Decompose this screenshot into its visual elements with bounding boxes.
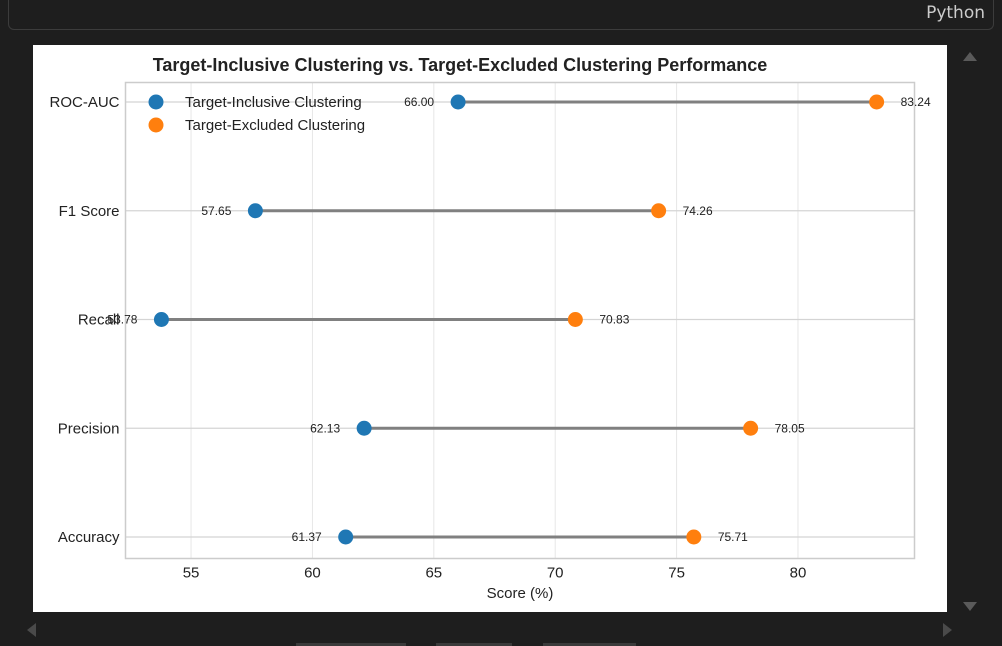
x-tick-labels: 55 60 65 70 75 80	[183, 565, 807, 582]
axes-frame	[124, 81, 916, 560]
value-label-inclusive: 61.37	[292, 530, 322, 544]
y-tick-label: F1 Score	[59, 203, 120, 220]
point-excluded	[743, 420, 759, 436]
plot-output-panel: Target-Inclusive Clustering vs. Target-E…	[33, 45, 947, 612]
scroll-left-icon[interactable]	[27, 623, 36, 637]
value-label-inclusive: 62.13	[310, 421, 340, 435]
x-tick-label: 75	[668, 565, 685, 582]
value-label-inclusive: 57.65	[201, 204, 231, 218]
scrollbar-track-segment[interactable]	[296, 643, 406, 646]
value-label-excluded: 83.24	[901, 95, 931, 109]
point-excluded	[567, 312, 583, 327]
value-labels: 66.00 83.24 57.65 74.26 53.78 70.83 62.13 78.05…	[107, 95, 931, 544]
legend-marker-inclusive	[148, 94, 164, 110]
y-tick-label: Precision	[58, 420, 120, 437]
legend-label-excluded: Target-Excluded Clustering	[185, 117, 365, 134]
value-label-excluded: 78.05	[775, 421, 805, 435]
value-label-inclusive: 66.00	[404, 95, 434, 109]
point-inclusive	[338, 529, 354, 545]
legend: Target-Inclusive Clustering Target-Exclu…	[148, 94, 365, 134]
legend-label-inclusive: Target-Inclusive Clustering	[185, 94, 362, 111]
legend-marker-excluded	[148, 117, 164, 133]
x-tick-label: 65	[425, 565, 442, 582]
point-inclusive	[450, 94, 466, 110]
point-inclusive	[153, 312, 169, 327]
point-excluded	[686, 529, 702, 545]
scroll-down-icon[interactable]	[963, 602, 977, 611]
dumbbell-chart: Target-Inclusive Clustering vs. Target-E…	[50, 55, 931, 602]
chart-title: Target-Inclusive Clustering vs. Target-E…	[153, 55, 768, 75]
scroll-right-icon[interactable]	[943, 623, 952, 637]
connector-lines	[161, 100, 877, 539]
x-tick-label: 60	[304, 565, 321, 582]
point-inclusive	[356, 420, 372, 436]
x-tick-label: 55	[183, 565, 200, 582]
x-tick-label: 70	[547, 565, 564, 582]
value-label-excluded: 75.71	[718, 530, 748, 544]
value-label-excluded: 70.83	[599, 313, 629, 327]
point-excluded	[651, 203, 667, 219]
x-axis-label: Score (%)	[487, 585, 554, 602]
y-tick-labels: ROC-AUC F1 Score Recall Precision Accuracy	[50, 94, 120, 546]
cell-output-header: Python	[8, 0, 994, 30]
scroll-up-icon[interactable]	[963, 52, 977, 61]
scrollbar-track-segment[interactable]	[543, 643, 636, 646]
y-tick-label: Recall	[78, 312, 120, 329]
y-tick-label: Accuracy	[58, 529, 120, 546]
value-label-excluded: 74.26	[683, 204, 713, 218]
data-points	[153, 94, 885, 545]
y-tick-label: ROC-AUC	[50, 94, 120, 111]
point-excluded	[869, 94, 885, 110]
point-inclusive	[247, 203, 263, 219]
scrollbar-track-segment[interactable]	[436, 643, 512, 646]
language-label: Python	[926, 3, 985, 23]
x-tick-label: 80	[790, 565, 807, 582]
value-label-inclusive: 53.78	[107, 313, 137, 327]
